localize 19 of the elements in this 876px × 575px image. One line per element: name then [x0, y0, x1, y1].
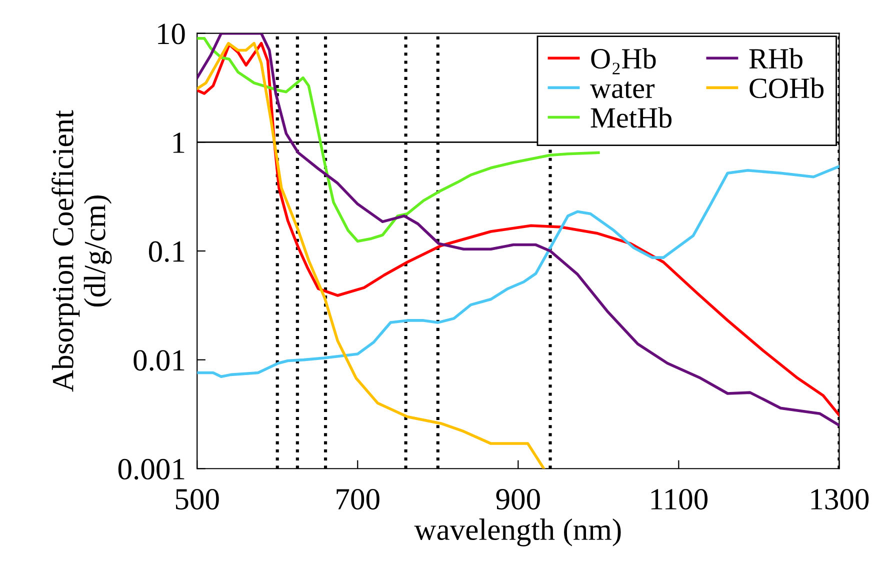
x-tick-label: 900: [496, 488, 540, 510]
legend-label: water: [590, 81, 655, 98]
x-tick-label: 1300: [811, 488, 869, 510]
y-tick-label: 10: [158, 24, 185, 44]
y-tick-label: 0.01: [134, 350, 184, 371]
legend-label: O₂Hb: [591, 48, 656, 74]
line-series: [197, 164, 840, 378]
legend-label: COHb: [750, 78, 824, 98]
line-series: [197, 42, 546, 469]
legend-label: MetHb: [590, 107, 672, 128]
y-tick-label: 1: [173, 132, 184, 153]
x-tick-label: 1100: [651, 488, 708, 510]
x-axis-title: wavelength (nm): [414, 518, 621, 546]
y-tick-label: 0.1: [148, 241, 184, 262]
x-tick-label: 700: [336, 488, 380, 510]
y-tick-label: 0.001: [118, 458, 184, 480]
x-tick-label: 500: [176, 488, 219, 510]
y-axis-title: Absorption Coefficient (dl/g/cm): [52, 110, 112, 392]
legend-label: RHb: [749, 48, 802, 69]
